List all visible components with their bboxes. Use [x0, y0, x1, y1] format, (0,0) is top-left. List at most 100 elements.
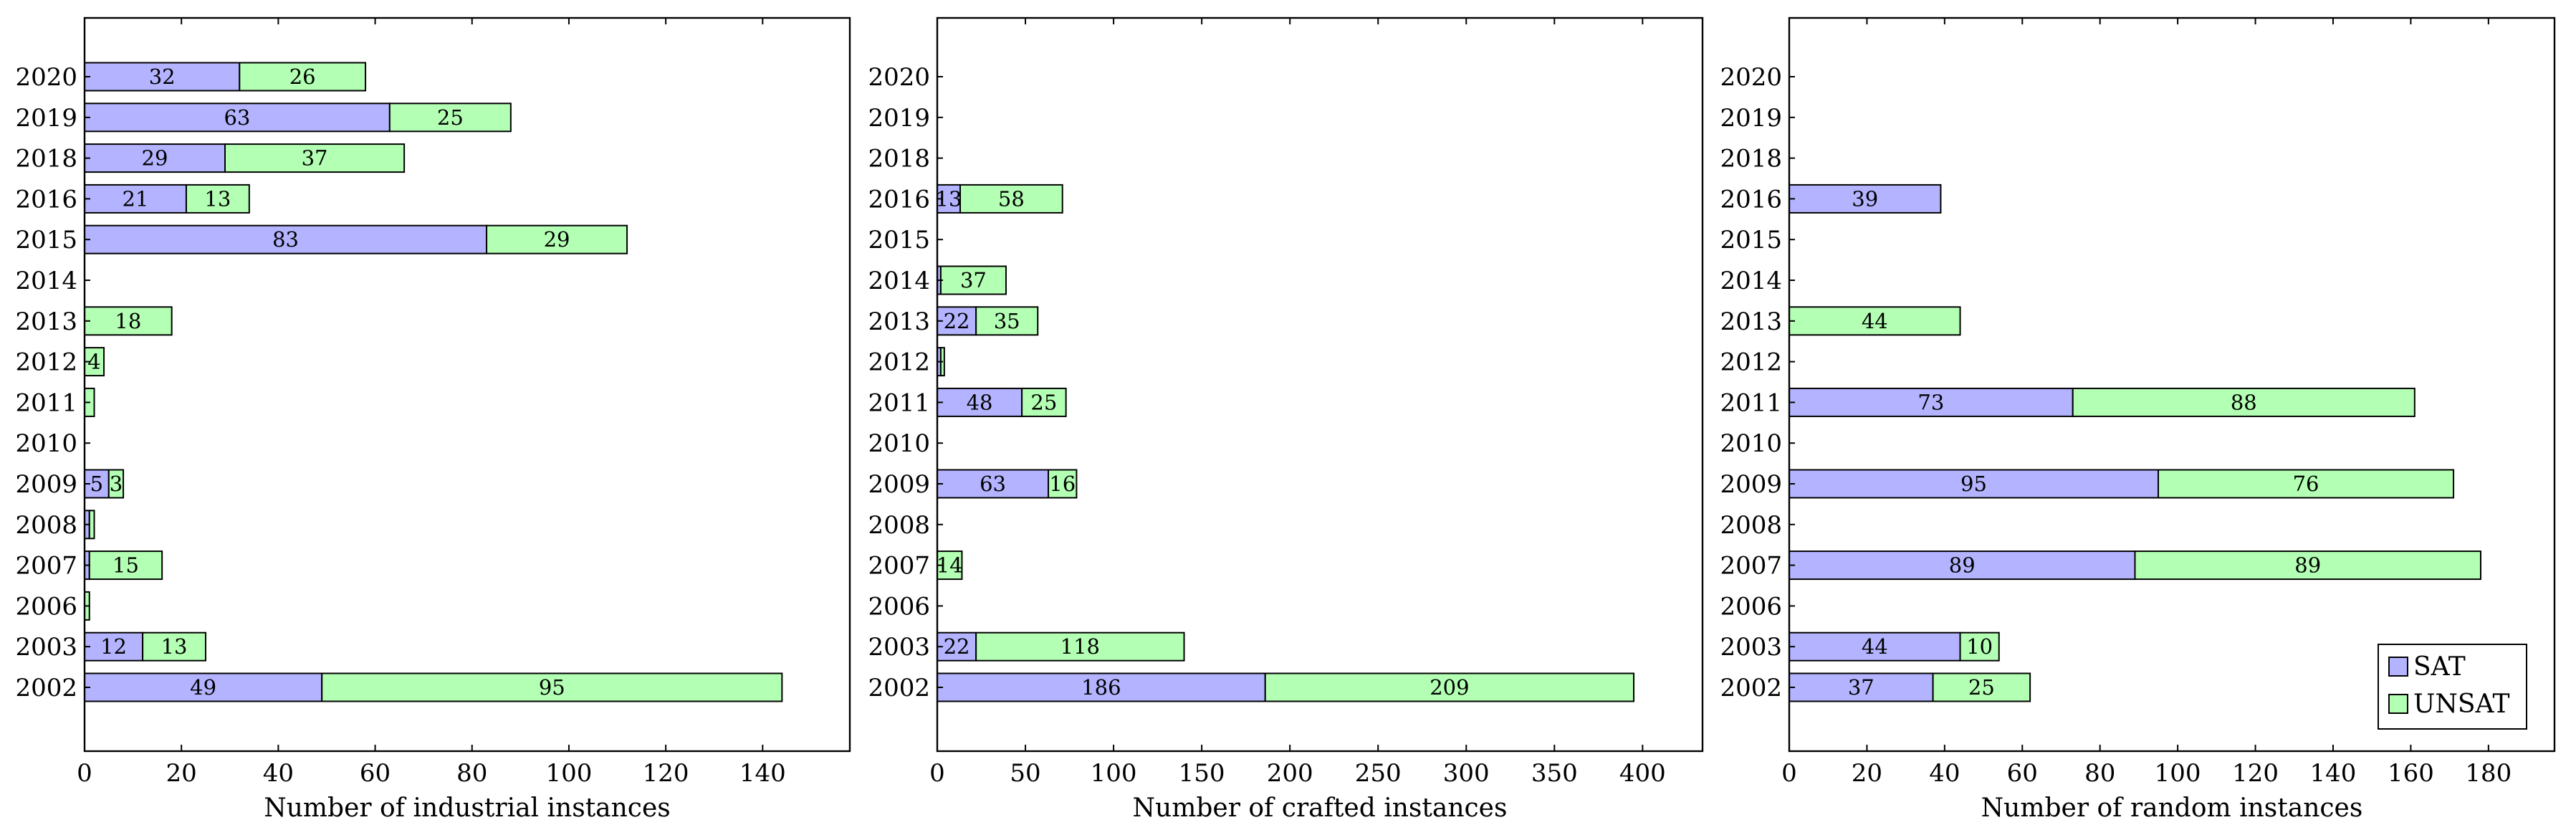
y-tick-label: 2003 — [15, 633, 77, 662]
bar-unsat-2013 — [975, 306, 1039, 336]
bar-label: 18 — [115, 309, 141, 333]
bar-label: 13 — [204, 186, 231, 211]
bar-label: 15 — [112, 553, 139, 578]
bar-sat-2003 — [1789, 631, 1961, 662]
bar-sat-2018 — [84, 143, 226, 173]
plot-frame — [1788, 16, 2556, 753]
x-tick-label: 40 — [1929, 759, 1960, 788]
bar-label: 63 — [224, 105, 250, 130]
bar-label: 35 — [994, 309, 1020, 333]
y-tick-label: 2010 — [868, 429, 930, 458]
bar-unsat-2013 — [1789, 306, 1961, 336]
bar-unsat-2015 — [486, 224, 628, 254]
bar-unsat-2013 — [84, 306, 173, 336]
bar-label: 3 — [110, 472, 123, 496]
y-tick-label: 2007 — [868, 552, 930, 581]
y-tick-label: 2010 — [15, 429, 77, 458]
x-tick-label: 100 — [1091, 759, 1137, 788]
bar-unsat-2002 — [321, 672, 783, 702]
bar-unsat-2019 — [388, 102, 512, 133]
bar-label: 16 — [1049, 472, 1076, 496]
y-tick-label: 2003 — [868, 633, 930, 662]
y-tick-label: 2015 — [15, 226, 77, 254]
x-tick-label: 80 — [456, 759, 487, 788]
x-tick-label: 300 — [1443, 759, 1490, 788]
bar-label: 29 — [544, 227, 570, 252]
y-tick-label: 2007 — [15, 552, 77, 581]
bar-label: 186 — [1081, 675, 1121, 700]
y-tick-label: 2015 — [868, 226, 930, 254]
x-tick-label: 140 — [739, 759, 786, 788]
y-tick-label: 2020 — [1720, 63, 1782, 92]
chart-panel-3: 37 25 2002 44 10 2003 2006 89 89 2007 2008 95 76 2009… — [1720, 16, 2556, 823]
bar-unsat-2016 — [185, 183, 250, 214]
bar-label: 39 — [1852, 186, 1878, 211]
x-tick-label: 20 — [166, 759, 197, 788]
y-tick-label: 2007 — [1720, 552, 1782, 581]
y-tick-label: 2016 — [1720, 185, 1782, 214]
bar-label: 88 — [2231, 390, 2257, 414]
bar-label: 29 — [142, 146, 168, 171]
x-tick-label: 160 — [2388, 759, 2434, 788]
bar-sat-2020 — [84, 62, 241, 92]
bar-label: 26 — [289, 65, 316, 89]
bar-unsat-2007 — [2134, 550, 2481, 581]
x-tick-label: 400 — [1619, 759, 1666, 788]
bar-sat-2009 — [1789, 469, 2160, 499]
y-tick-label: 2012 — [868, 348, 930, 377]
x-axis-label: Number of random instances — [1981, 793, 2363, 823]
bar-unsat-2009 — [1048, 469, 1078, 499]
x-tick-label: 40 — [263, 759, 294, 788]
x-tick-label: 150 — [1179, 759, 1225, 788]
y-tick-label: 2014 — [868, 267, 930, 295]
y-tick-label: 2020 — [868, 63, 930, 92]
bar-unsat-2003 — [975, 631, 1185, 662]
bar-unsat-2003 — [1959, 631, 2000, 662]
bar-label: 25 — [1030, 390, 1057, 414]
bar-unsat-2016 — [959, 183, 1063, 214]
bar-label: 22 — [944, 309, 970, 333]
y-tick-label: 2003 — [1720, 633, 1782, 662]
bar-label: 37 — [302, 146, 328, 171]
bar-unsat-2002 — [1932, 672, 2031, 702]
legend: SAT UNSAT — [2378, 644, 2527, 730]
legend-swatch-unsat — [2388, 694, 2408, 714]
bar-label: 95 — [539, 675, 565, 700]
bar-sat-2016 — [84, 183, 187, 214]
bar-sat-2016 — [1789, 183, 1942, 214]
x-tick-label: 350 — [1531, 759, 1578, 788]
y-tick-label: 2006 — [1720, 592, 1782, 621]
y-tick-label: 2009 — [1720, 470, 1782, 499]
y-tick-label: 2013 — [15, 307, 77, 336]
bar-unsat-2002 — [1264, 672, 1635, 702]
bar-label: 89 — [1949, 553, 1976, 578]
bar-label: 63 — [980, 472, 1006, 496]
y-tick-label: 2006 — [15, 592, 77, 621]
y-tick-label: 2009 — [868, 470, 930, 499]
y-tick-label: 2018 — [868, 145, 930, 173]
y-tick-label: 2011 — [1720, 388, 1782, 417]
y-tick-label: 2016 — [868, 185, 930, 214]
bar-unsat-2018 — [224, 143, 406, 173]
bar-label: 25 — [1968, 675, 1995, 700]
y-tick-label: 2018 — [15, 145, 77, 173]
bar-label: 4 — [87, 350, 100, 374]
x-tick-label: 50 — [1010, 759, 1040, 788]
x-axis-label: Number of crafted instances — [1133, 793, 1508, 823]
legend-swatch-sat — [2388, 657, 2408, 677]
bar-label: 22 — [944, 634, 970, 659]
x-tick-label: 100 — [545, 759, 592, 788]
bar-unsat-2003 — [142, 631, 206, 662]
bar-label: 25 — [437, 105, 464, 130]
bar-label: 32 — [149, 65, 176, 89]
plot-frame — [83, 16, 851, 753]
x-tick-label: 200 — [1267, 759, 1313, 788]
x-tick-label: 180 — [2465, 759, 2512, 788]
bar-label: 10 — [1966, 634, 1993, 659]
y-tick-label: 2011 — [15, 388, 77, 417]
bar-label: 44 — [1862, 309, 1888, 333]
x-tick-label: 250 — [1355, 759, 1402, 788]
y-tick-label: 2002 — [15, 674, 77, 702]
bar-label: 118 — [1060, 634, 1100, 659]
